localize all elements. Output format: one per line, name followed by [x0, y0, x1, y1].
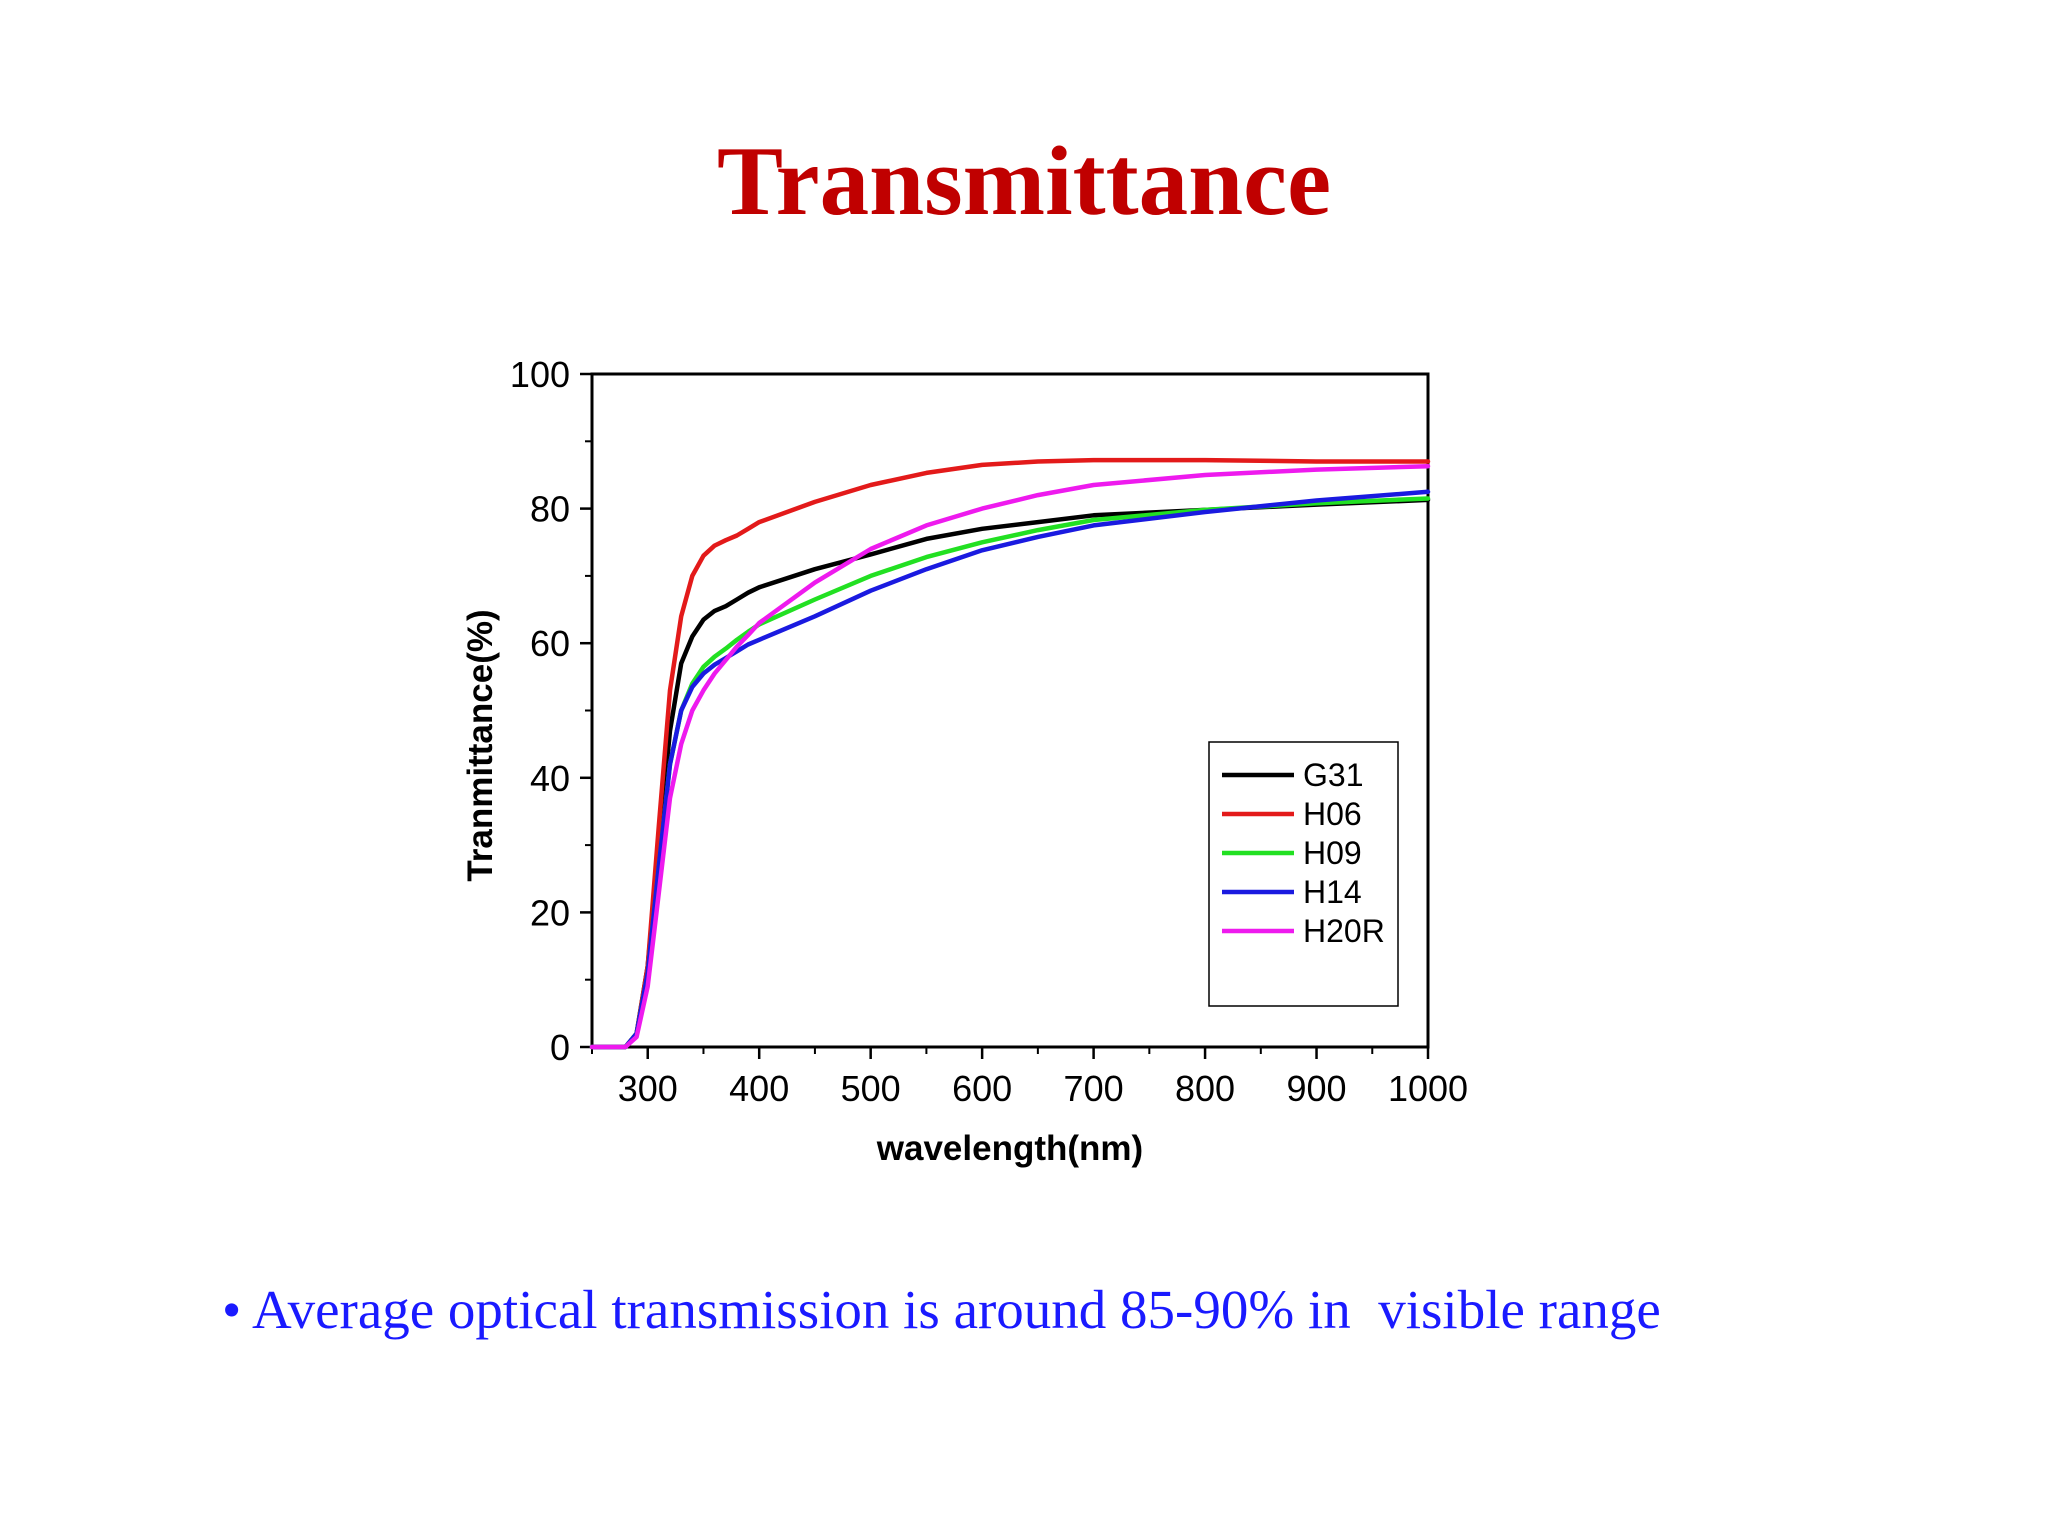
x-tick-label: 400 — [729, 1068, 789, 1109]
series-line-h20r — [589, 463, 1431, 1050]
y-tick-label: 80 — [530, 489, 570, 530]
x-tick-label: 800 — [1175, 1068, 1235, 1109]
legend-box — [1208, 741, 1399, 1007]
x-axis-ticks: 300 400 500 600 700 800 900 1000 — [591, 1047, 1468, 1109]
y-axis-ticks: 0 20 40 60 80 100 — [510, 354, 592, 1068]
legend-label-h09: H09 — [1303, 835, 1362, 871]
x-tick-label: 300 — [618, 1068, 678, 1109]
legend-label-h20r: H20R — [1303, 913, 1385, 949]
bullet-mark: • — [222, 1279, 242, 1340]
y-tick-label: 60 — [530, 623, 570, 664]
slide-title: Transmittance — [716, 127, 1332, 236]
legend-label-g31: G31 — [1303, 757, 1363, 793]
series-line-h06 — [589, 457, 1431, 1050]
series-line-h14 — [589, 489, 1431, 1050]
legend-label-h06: H06 — [1303, 796, 1362, 832]
x-tick-label: 1000 — [1388, 1068, 1468, 1109]
y-tick-label: 0 — [550, 1027, 570, 1068]
y-axis-title: Tranmittance(%) — [461, 609, 500, 881]
x-tick-label: 700 — [1064, 1068, 1124, 1109]
bullet-line: • Average optical transmission is around… — [222, 1278, 1661, 1341]
x-tick-label: 900 — [1286, 1068, 1346, 1109]
x-tick-label: 600 — [952, 1068, 1012, 1109]
y-tick-label: 100 — [510, 354, 570, 395]
series-lines — [589, 457, 1431, 1050]
y-tick-label: 40 — [530, 758, 570, 799]
x-axis-title: wavelength(nm) — [876, 1129, 1143, 1168]
bullet-text: Average optical transmission is around 8… — [251, 1279, 1661, 1340]
x-tick-label: 500 — [841, 1068, 901, 1109]
legend-label-h14: H14 — [1303, 874, 1362, 910]
y-tick-label: 20 — [530, 892, 570, 933]
